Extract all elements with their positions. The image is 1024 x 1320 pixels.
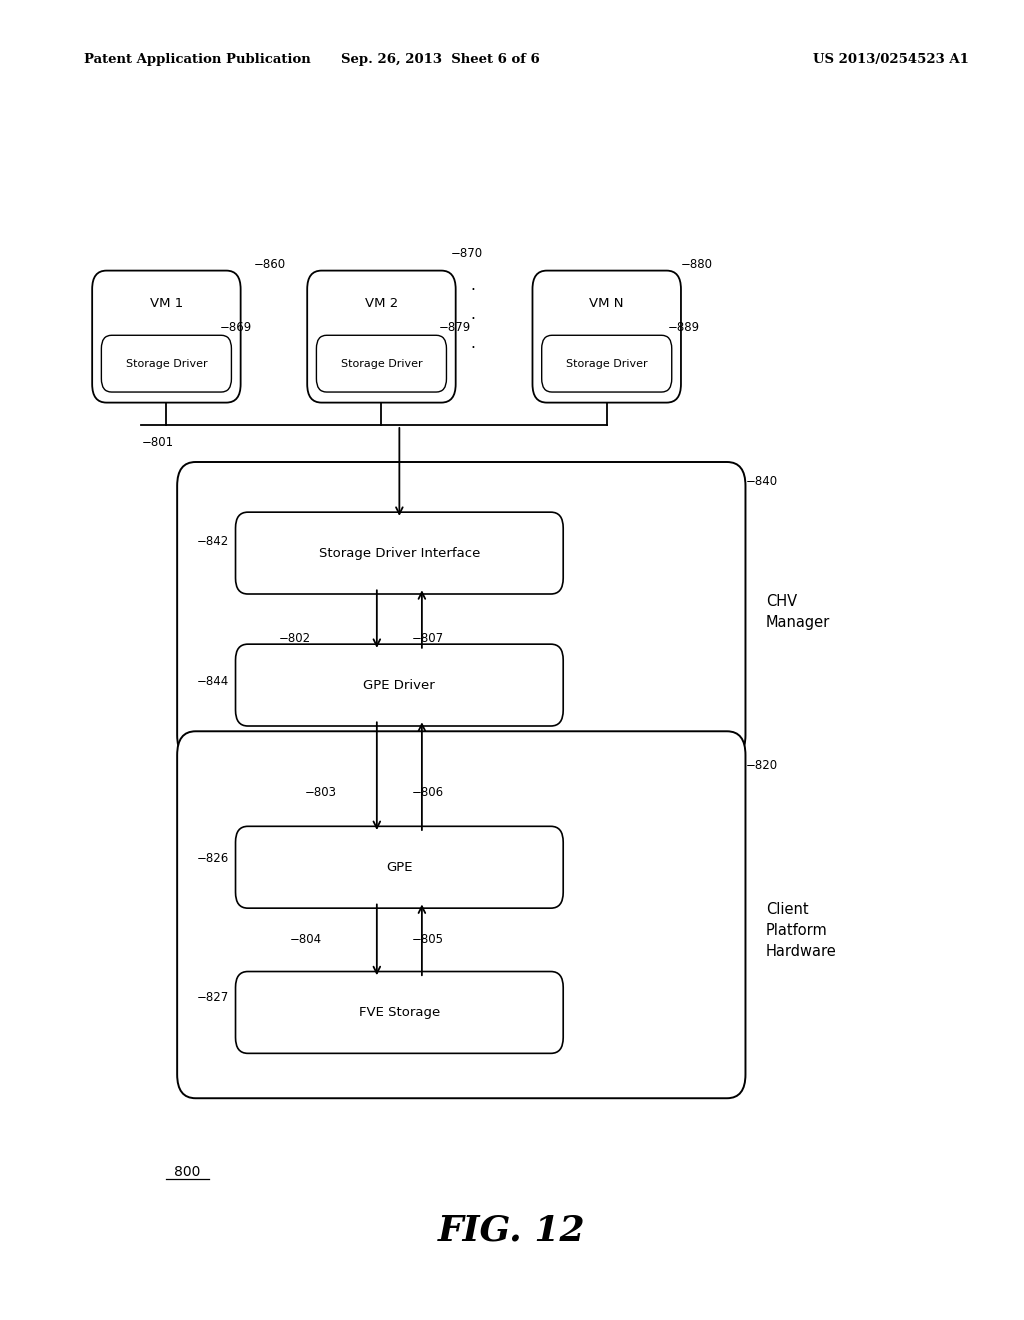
Text: FVE Storage: FVE Storage	[358, 1006, 440, 1019]
Text: −840: −840	[745, 475, 777, 488]
Text: Patent Application Publication: Patent Application Publication	[84, 53, 310, 66]
Text: GPE: GPE	[386, 861, 413, 874]
Text: VM N: VM N	[590, 297, 624, 310]
Text: −802: −802	[279, 632, 310, 645]
Text: −879: −879	[438, 321, 470, 334]
Text: −806: −806	[412, 785, 443, 799]
Text: −870: −870	[451, 247, 482, 260]
Text: VM 2: VM 2	[365, 297, 398, 310]
FancyBboxPatch shape	[236, 826, 563, 908]
FancyBboxPatch shape	[532, 271, 681, 403]
Text: GPE Driver: GPE Driver	[364, 678, 435, 692]
FancyBboxPatch shape	[316, 335, 446, 392]
Text: Storage Driver Interface: Storage Driver Interface	[318, 546, 480, 560]
FancyBboxPatch shape	[307, 271, 456, 403]
Text: VM 1: VM 1	[150, 297, 183, 310]
FancyBboxPatch shape	[92, 271, 241, 403]
Text: .: .	[471, 277, 475, 293]
Text: −801: −801	[141, 436, 173, 449]
Text: 800: 800	[174, 1166, 201, 1179]
Text: US 2013/0254523 A1: US 2013/0254523 A1	[813, 53, 969, 66]
Text: −804: −804	[290, 933, 322, 946]
FancyBboxPatch shape	[101, 335, 231, 392]
Text: −889: −889	[668, 321, 699, 334]
Text: Storage Driver: Storage Driver	[566, 359, 647, 370]
Text: FIG. 12: FIG. 12	[438, 1213, 586, 1247]
Text: Sep. 26, 2013  Sheet 6 of 6: Sep. 26, 2013 Sheet 6 of 6	[341, 53, 540, 66]
Text: −860: −860	[254, 257, 286, 271]
Text: −842: −842	[197, 535, 228, 548]
Text: −803: −803	[305, 785, 337, 799]
Text: −826: −826	[197, 851, 228, 865]
FancyBboxPatch shape	[236, 644, 563, 726]
Text: −820: −820	[745, 759, 777, 772]
FancyBboxPatch shape	[177, 462, 745, 759]
Text: −869: −869	[220, 321, 252, 334]
Text: −807: −807	[412, 632, 443, 645]
FancyBboxPatch shape	[542, 335, 672, 392]
Text: −844: −844	[197, 675, 228, 688]
Text: −827: −827	[197, 991, 228, 1005]
Text: −805: −805	[412, 933, 443, 946]
Text: .: .	[471, 306, 475, 322]
Text: Client
Platform
Hardware: Client Platform Hardware	[766, 902, 837, 960]
FancyBboxPatch shape	[236, 972, 563, 1053]
Text: .: .	[471, 335, 475, 351]
FancyBboxPatch shape	[177, 731, 745, 1098]
Text: CHV
Manager: CHV Manager	[766, 594, 830, 631]
FancyBboxPatch shape	[236, 512, 563, 594]
Text: Storage Driver: Storage Driver	[126, 359, 207, 370]
Text: −880: −880	[681, 257, 713, 271]
Text: Storage Driver: Storage Driver	[341, 359, 422, 370]
